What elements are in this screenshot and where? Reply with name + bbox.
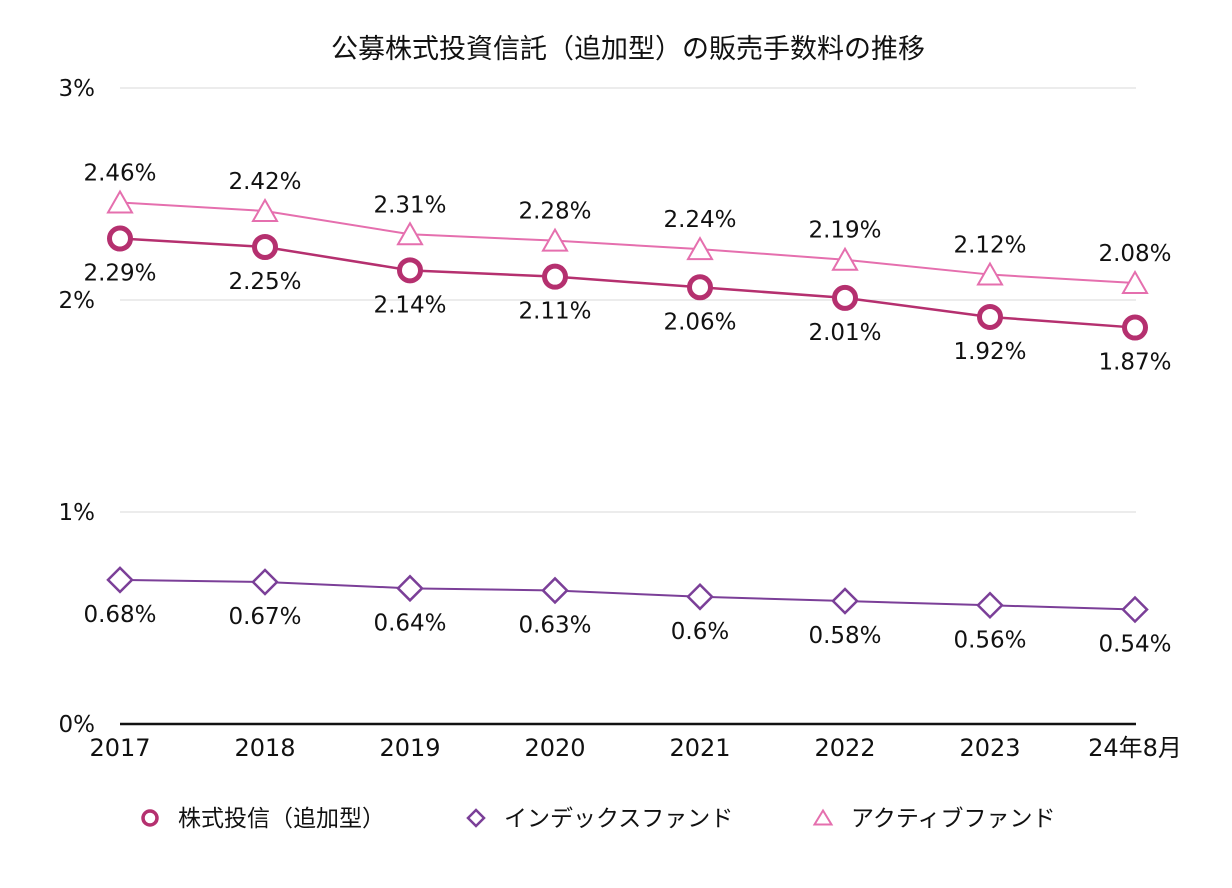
data-point-diamond: [686, 583, 714, 611]
x-tick-label: 24年8月: [1088, 734, 1182, 762]
data-label: 2.25%: [228, 269, 301, 295]
data-label: 0.64%: [373, 610, 446, 636]
data-point-circle: [977, 303, 1003, 330]
x-tick-label: 2018: [234, 734, 295, 762]
chart-title: 公募株式投資信託（追加型）の販売手数料の推移: [331, 34, 925, 65]
data-point-triangle: [1121, 270, 1149, 295]
data-label: 0.67%: [228, 604, 301, 630]
data-label: 2.29%: [83, 261, 156, 287]
axes: 0% 1% 2% 3% 2017 2018 2019 2020 2021 2022 2023 24年8…: [59, 76, 1182, 762]
data-label: 2.11%: [518, 299, 591, 325]
y-tick-label: 0%: [59, 712, 96, 738]
legend-triangle-icon: [812, 808, 834, 826]
data-label: 0.58%: [808, 623, 881, 649]
x-tick-label: 2021: [669, 734, 730, 762]
legend-item: インデックスファンド: [466, 806, 733, 832]
legend-item: アクティブファンド: [812, 806, 1055, 832]
data-label: 2.01%: [808, 320, 881, 346]
data-label: 2.24%: [663, 207, 736, 233]
legend: 株式投信（追加型） インデックスファンド アクティブファンド: [141, 806, 1055, 832]
y-tick-label: 3%: [59, 76, 96, 102]
series-line-triangle: [119, 201, 1136, 285]
data-label: 1.92%: [953, 339, 1026, 365]
data-point-circle: [397, 257, 423, 284]
data-label: 1.87%: [1098, 350, 1171, 376]
data-label: 2.12%: [953, 233, 1026, 259]
series-line-diamond: [119, 578, 1136, 611]
data-label: 0.6%: [671, 619, 729, 645]
data-label: 0.63%: [518, 612, 591, 638]
data-point-diamond: [976, 591, 1004, 620]
data-point-circle: [1122, 314, 1148, 341]
data-point-triangle: [976, 261, 1004, 286]
data-point-circle: [542, 263, 568, 290]
data-label: 2.28%: [518, 199, 591, 225]
series-line-circle: [119, 237, 1136, 329]
data-point-diamond: [1121, 595, 1149, 624]
legend-circle-icon: [141, 809, 159, 827]
data-point-circle: [252, 234, 278, 260]
data-point-triangle: [396, 221, 424, 246]
data-label: 2.46%: [83, 160, 156, 186]
x-tick-label: 2017: [89, 734, 150, 762]
data-label: 2.06%: [663, 309, 736, 335]
legend-diamond-icon: [466, 808, 486, 828]
data-point-circle: [687, 274, 713, 301]
data-label: 2.31%: [373, 192, 446, 218]
data-point-circle: [832, 284, 858, 311]
data-label: 0.56%: [953, 627, 1026, 653]
data-point-triangle: [686, 236, 714, 261]
data-labels: 2.29% 2.25% 2.14% 2.11% 2.06% 2.01% 1.92% 1.87%…: [83, 160, 1171, 657]
data-point-triangle: [541, 227, 569, 252]
data-point-triangle: [831, 246, 859, 271]
data-point-diamond: [541, 576, 569, 605]
data-point-diamond: [831, 587, 859, 615]
data-point-triangle: [251, 197, 279, 222]
x-tick-label: 2022: [814, 734, 875, 762]
legend-label: 株式投信（追加型）: [178, 806, 385, 832]
data-point-diamond: [251, 568, 279, 596]
data-point-diamond: [106, 566, 134, 594]
series-layer: [106, 189, 1149, 624]
data-point-circle: [107, 225, 133, 252]
legend-label: アクティブファンド: [851, 806, 1055, 832]
data-point-diamond: [396, 574, 424, 603]
legend-item: 株式投信（追加型）: [141, 806, 385, 832]
y-tick-label: 1%: [59, 500, 96, 526]
gridlines: [120, 87, 1136, 513]
y-tick-label: 2%: [59, 288, 96, 314]
data-label: 2.19%: [808, 218, 881, 244]
data-label: 2.42%: [228, 169, 301, 195]
data-point-triangle: [106, 189, 134, 214]
x-tick-label: 2019: [379, 734, 440, 762]
data-label: 2.14%: [373, 292, 446, 318]
data-label: 2.08%: [1098, 241, 1171, 267]
data-label: 0.54%: [1098, 632, 1171, 658]
legend-label: インデックスファンド: [504, 806, 733, 832]
x-tick-label: 2020: [524, 734, 585, 762]
x-tick-label: 2023: [959, 734, 1020, 762]
data-label: 0.68%: [83, 602, 156, 628]
